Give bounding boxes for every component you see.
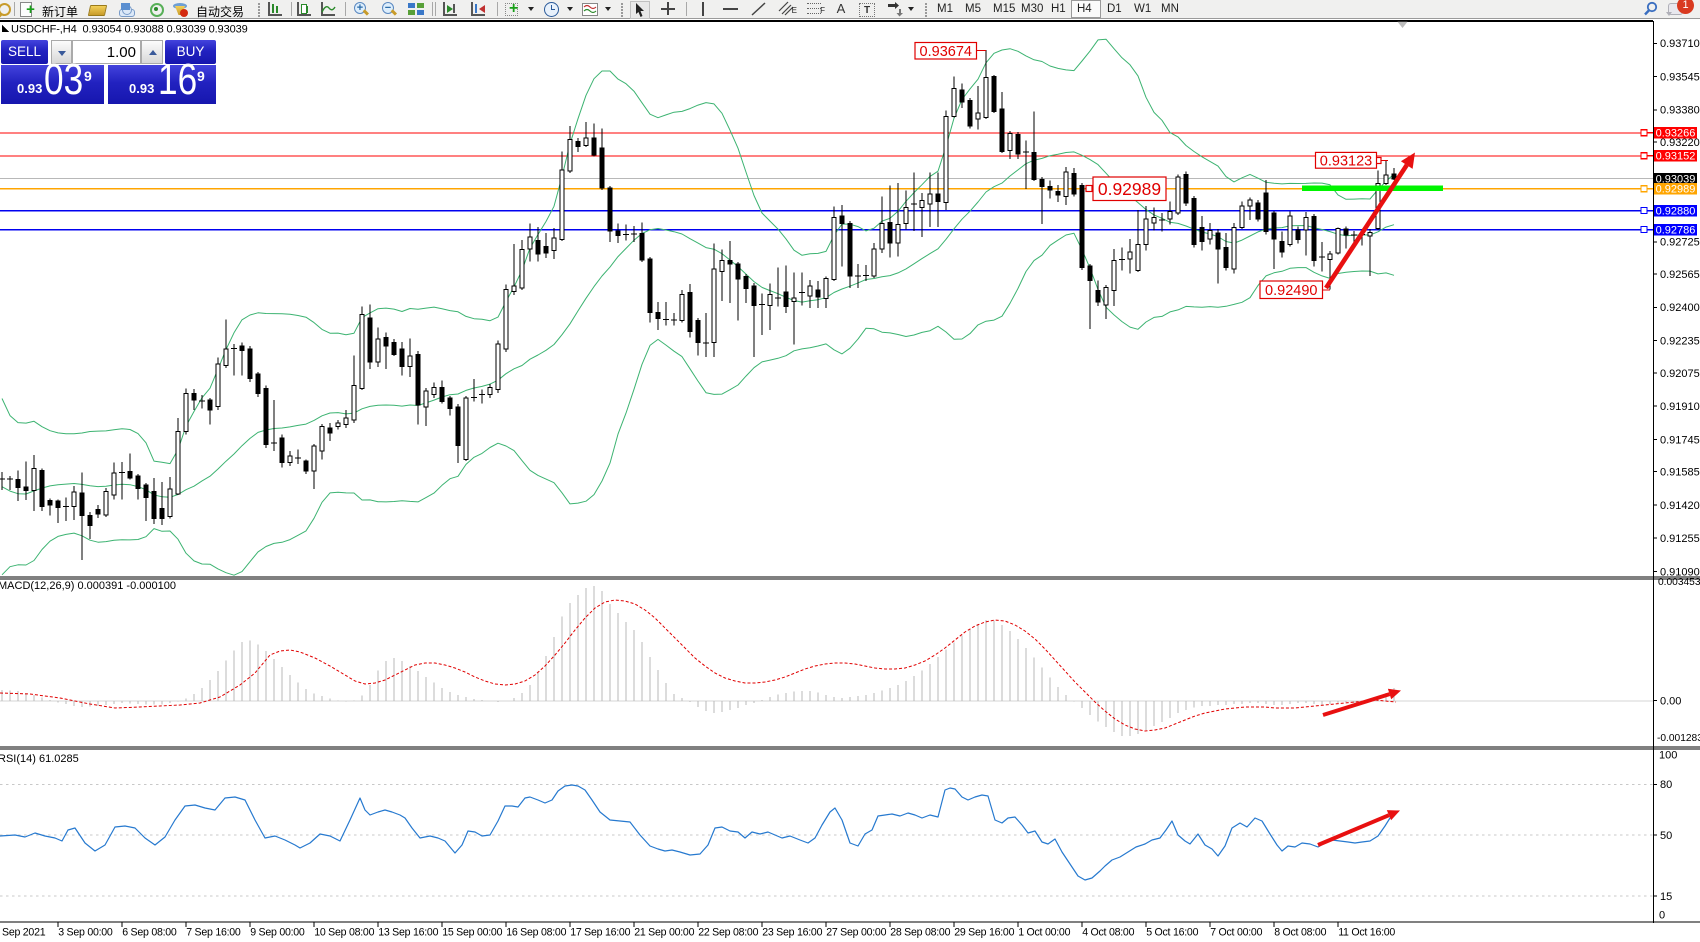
svg-text:0.92989: 0.92989 [1098, 179, 1161, 199]
svg-text:0.003453: 0.003453 [1658, 577, 1700, 588]
svg-text:0.92786: 0.92786 [1656, 225, 1696, 237]
svg-text:0: 0 [1659, 910, 1665, 922]
svg-text:23 Sep 16:00: 23 Sep 16:00 [762, 927, 822, 939]
svg-text:9 Sep 00:00: 9 Sep 00:00 [250, 927, 305, 939]
svg-text:8 Oct 08:00: 8 Oct 08:00 [1274, 927, 1326, 939]
svg-text:0.91090: 0.91090 [1660, 566, 1700, 578]
svg-text:27 Sep 00:00: 27 Sep 00:00 [826, 927, 886, 939]
svg-text:-0.001283: -0.001283 [1657, 733, 1700, 744]
svg-text:0.93220: 0.93220 [1660, 137, 1700, 149]
svg-text:6 Sep 08:00: 6 Sep 08:00 [122, 927, 177, 939]
svg-text:0.93039: 0.93039 [1656, 174, 1696, 186]
svg-text:RSI(14) 61.0285: RSI(14) 61.0285 [0, 753, 79, 765]
svg-text:3 Sep 00:00: 3 Sep 00:00 [58, 927, 113, 939]
svg-text:11 Oct 16:00: 11 Oct 16:00 [1338, 927, 1395, 939]
svg-text:5 Oct 16:00: 5 Oct 16:00 [1146, 927, 1198, 939]
svg-text:22 Sep 08:00: 22 Sep 08:00 [698, 927, 758, 939]
svg-text:21 Sep 00:00: 21 Sep 00:00 [634, 927, 694, 939]
svg-text:0.93710: 0.93710 [1660, 38, 1700, 50]
svg-text:1 Oct 00:00: 1 Oct 00:00 [1018, 927, 1070, 939]
svg-text:0.91585: 0.91585 [1660, 467, 1700, 479]
svg-text:0.93674: 0.93674 [920, 44, 972, 60]
svg-text:80: 80 [1660, 779, 1672, 791]
svg-text:MACD(12,26,9) 0.000391 -0.0001: MACD(12,26,9) 0.000391 -0.000100 [0, 580, 176, 592]
svg-text:15 Sep 00:00: 15 Sep 00:00 [442, 927, 502, 939]
svg-text:0.93380: 0.93380 [1660, 105, 1700, 117]
svg-text:0.92989: 0.92989 [1656, 184, 1696, 196]
svg-text:50: 50 [1660, 830, 1672, 842]
svg-text:100: 100 [1659, 750, 1677, 762]
svg-text:0.91255: 0.91255 [1660, 533, 1700, 545]
svg-text:0.93266: 0.93266 [1656, 128, 1696, 140]
svg-text:4 Oct 08:00: 4 Oct 08:00 [1082, 927, 1134, 939]
svg-text:7 Oct 00:00: 7 Oct 00:00 [1210, 927, 1262, 939]
svg-text:0.92880: 0.92880 [1656, 206, 1696, 218]
svg-text:0.91420: 0.91420 [1660, 500, 1700, 512]
svg-text:0.92075: 0.92075 [1660, 368, 1700, 380]
svg-text:0.91745: 0.91745 [1660, 434, 1700, 446]
svg-text:16 Sep 08:00: 16 Sep 08:00 [506, 927, 566, 939]
svg-text:0.93123: 0.93123 [1320, 154, 1372, 170]
svg-text:0.93545: 0.93545 [1660, 71, 1700, 83]
svg-text:0.92400: 0.92400 [1660, 302, 1700, 314]
svg-text:0.93152: 0.93152 [1656, 151, 1696, 163]
svg-text:0.92565: 0.92565 [1660, 269, 1700, 281]
svg-text:0.91910: 0.91910 [1660, 401, 1700, 413]
svg-text:0.92235: 0.92235 [1660, 336, 1700, 348]
svg-text:7 Sep 16:00: 7 Sep 16:00 [186, 927, 241, 939]
svg-text:15: 15 [1660, 891, 1672, 903]
svg-text:0.00: 0.00 [1660, 696, 1681, 708]
svg-text:29 Sep 16:00: 29 Sep 16:00 [954, 927, 1014, 939]
svg-text:0.92725: 0.92725 [1660, 237, 1700, 249]
svg-text:USDCHF-,H4 0.93054 0.93088 0.: USDCHF-,H4 0.93054 0.93088 0.93039 0.930… [11, 24, 248, 36]
svg-text:0.92490: 0.92490 [1265, 283, 1317, 299]
svg-text:13 Sep 16:00: 13 Sep 16:00 [378, 927, 438, 939]
svg-text:17 Sep 16:00: 17 Sep 16:00 [570, 927, 630, 939]
svg-text:10 Sep 08:00: 10 Sep 08:00 [314, 927, 374, 939]
svg-text:Sep 2021: Sep 2021 [2, 927, 46, 939]
svg-text:28 Sep 08:00: 28 Sep 08:00 [890, 927, 950, 939]
